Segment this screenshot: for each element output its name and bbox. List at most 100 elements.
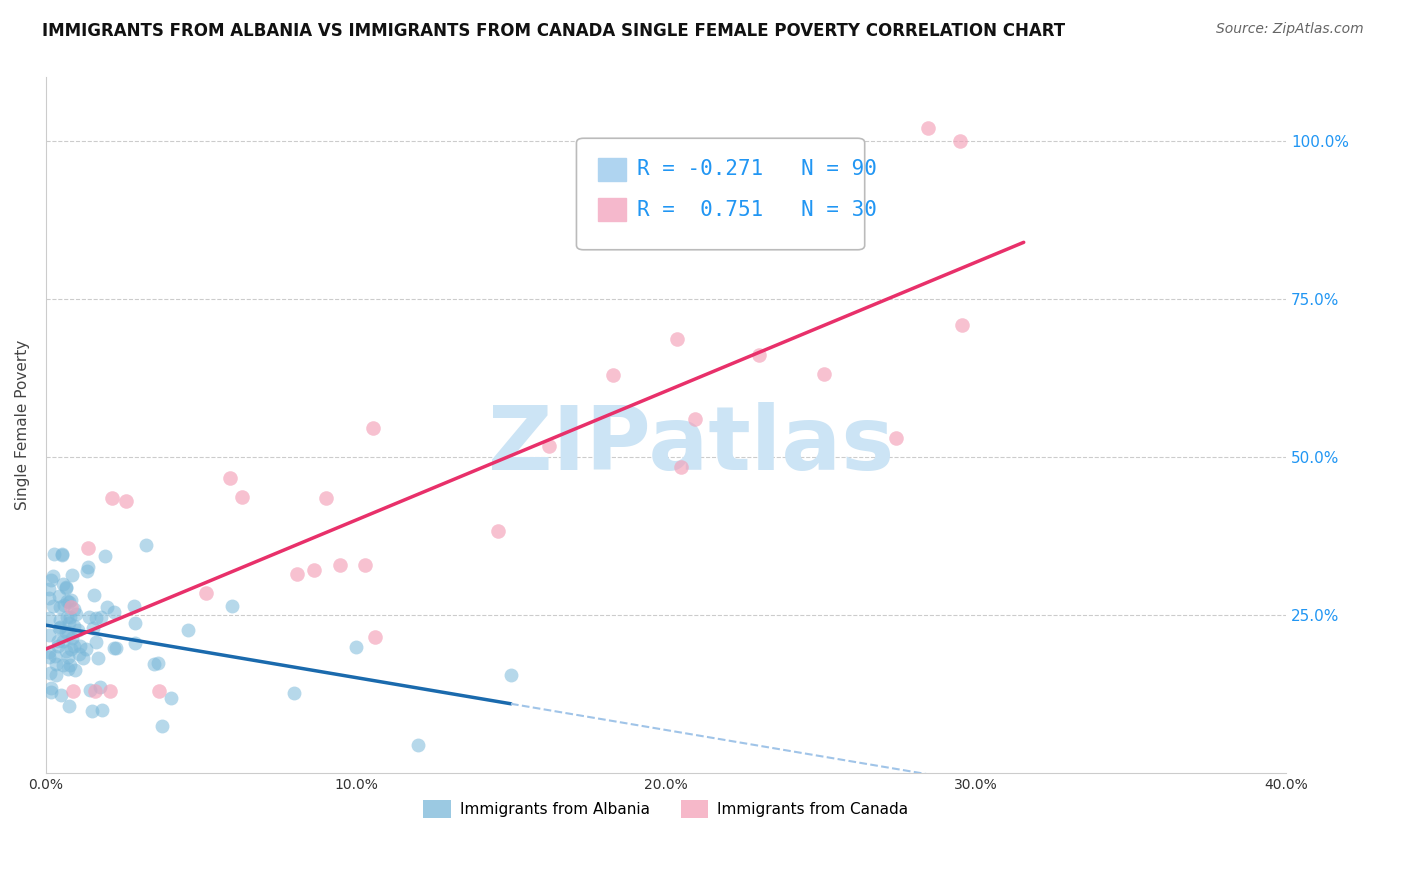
Point — [82, 620, 104, 634]
Point — [486, 524, 509, 538]
Point — [56, 594, 79, 608]
Point — [55, 580, 77, 594]
Point — [60, 600, 83, 615]
Point — [66, 623, 89, 637]
Point — [135, 538, 157, 552]
Point — [86, 635, 108, 649]
Point — [302, 563, 325, 577]
Point — [537, 439, 560, 453]
Point — [38, 665, 60, 680]
Point — [602, 368, 624, 383]
Text: IMMIGRANTS FROM ALBANIA VS IMMIGRANTS FROM CANADA SINGLE FEMALE POVERTY CORRELAT: IMMIGRANTS FROM ALBANIA VS IMMIGRANTS FR… — [42, 22, 1066, 40]
Point — [94, 549, 117, 563]
Point — [79, 682, 101, 697]
Point — [52, 633, 75, 648]
Point — [45, 668, 67, 682]
Point — [80, 704, 103, 718]
Point — [77, 541, 100, 555]
Point — [51, 549, 73, 563]
Point — [344, 640, 367, 655]
Point — [219, 470, 242, 484]
Text: ZIPatlas: ZIPatlas — [488, 402, 894, 490]
Point — [38, 610, 60, 624]
Point — [917, 121, 939, 136]
Point — [884, 431, 907, 445]
Point — [48, 599, 70, 614]
Point — [63, 663, 86, 677]
Point — [77, 560, 100, 574]
Point — [231, 490, 253, 504]
Point — [62, 639, 84, 653]
Legend: Immigrants from Albania, Immigrants from Canada: Immigrants from Albania, Immigrants from… — [418, 795, 914, 824]
Point — [52, 657, 75, 672]
Y-axis label: Single Female Poverty: Single Female Poverty — [15, 340, 30, 510]
Point — [748, 348, 770, 362]
Point — [55, 625, 77, 640]
Point — [59, 657, 82, 672]
Point — [45, 657, 67, 672]
Point — [62, 683, 84, 698]
Point — [949, 134, 972, 148]
Point — [142, 657, 165, 671]
Point — [90, 609, 112, 624]
Point — [177, 623, 200, 637]
Point — [38, 628, 60, 642]
Point — [665, 332, 688, 346]
Point — [59, 593, 82, 607]
Point — [150, 719, 173, 733]
Point — [283, 686, 305, 700]
Point — [103, 605, 125, 619]
Point — [98, 683, 121, 698]
Point — [72, 651, 94, 665]
Point — [124, 635, 146, 649]
Point — [38, 591, 60, 605]
Point — [813, 368, 835, 382]
Point — [353, 558, 375, 573]
Point — [46, 633, 69, 648]
Point — [115, 494, 138, 508]
Point — [124, 615, 146, 630]
Point — [52, 576, 75, 591]
Point — [62, 619, 84, 633]
Point — [41, 574, 63, 588]
Point — [52, 599, 75, 613]
Point — [669, 460, 692, 475]
Point — [91, 703, 114, 717]
Point — [58, 595, 80, 609]
Point — [62, 602, 84, 616]
Point — [69, 639, 91, 653]
Point — [48, 589, 70, 603]
Point — [60, 642, 83, 657]
Point — [103, 641, 125, 656]
Point — [950, 318, 973, 333]
Point — [221, 599, 243, 614]
Point — [285, 567, 308, 582]
Point — [55, 581, 77, 595]
Point — [44, 649, 66, 664]
Point — [67, 647, 90, 661]
Text: R = -0.271   N = 90: R = -0.271 N = 90 — [637, 160, 877, 179]
Point — [55, 644, 77, 658]
Point — [329, 558, 352, 573]
Point — [49, 613, 72, 627]
Point — [48, 620, 70, 634]
Point — [100, 491, 122, 506]
Point — [58, 698, 80, 713]
Point — [75, 641, 97, 656]
Point — [77, 609, 100, 624]
Point — [42, 599, 65, 614]
Point — [159, 690, 181, 705]
Point — [76, 565, 98, 579]
Point — [105, 641, 128, 656]
Point — [86, 651, 108, 665]
Point — [89, 680, 111, 694]
Point — [60, 632, 83, 646]
Point — [56, 662, 79, 676]
Text: Source: ZipAtlas.com: Source: ZipAtlas.com — [1216, 22, 1364, 37]
Point — [146, 656, 169, 670]
Point — [84, 611, 107, 625]
Point — [364, 630, 387, 644]
Point — [96, 599, 118, 614]
Point — [55, 610, 77, 624]
Point — [195, 586, 218, 600]
